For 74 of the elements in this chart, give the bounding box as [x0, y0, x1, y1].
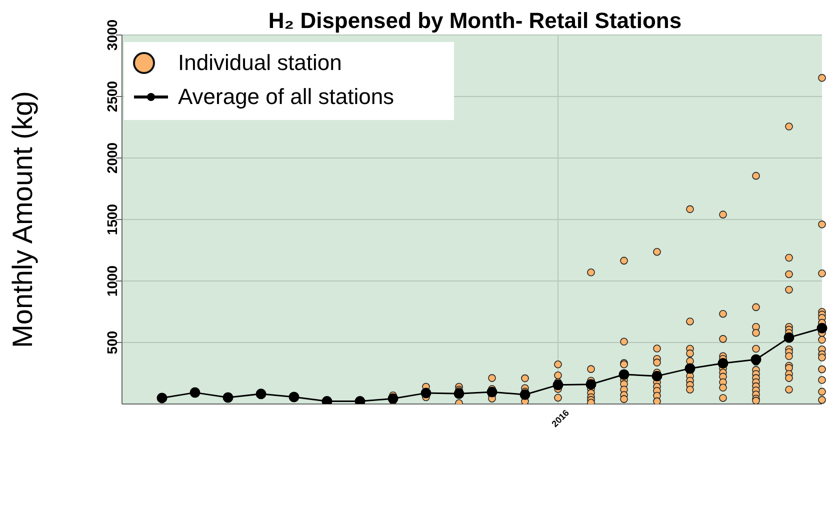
point — [818, 354, 826, 362]
point — [222, 392, 234, 403]
y-tick-label: 1000 — [104, 265, 120, 297]
point — [785, 286, 793, 294]
y-axis-title: Monthly Amount (kg) — [6, 91, 38, 348]
point — [653, 344, 661, 352]
point — [752, 329, 760, 337]
point — [719, 310, 727, 318]
point — [521, 374, 529, 382]
point — [784, 332, 794, 343]
point — [587, 365, 595, 373]
point — [818, 396, 826, 404]
point — [785, 374, 793, 382]
y-tick-label: 2000 — [104, 142, 120, 174]
point — [554, 360, 562, 368]
point — [718, 358, 728, 369]
point — [552, 380, 564, 390]
point — [486, 386, 498, 398]
point — [818, 269, 826, 278]
point — [322, 396, 332, 404]
point — [752, 172, 760, 180]
point — [488, 374, 496, 382]
point — [719, 394, 727, 402]
point — [686, 205, 694, 214]
point — [785, 122, 793, 130]
point — [785, 270, 793, 278]
point — [554, 371, 562, 380]
point — [653, 358, 661, 366]
point — [818, 220, 826, 228]
point — [420, 388, 432, 398]
point — [190, 387, 200, 398]
point — [354, 396, 366, 404]
point — [750, 354, 762, 365]
point — [719, 384, 727, 392]
point — [785, 352, 793, 360]
point — [620, 395, 628, 403]
point — [520, 389, 530, 400]
point — [719, 210, 727, 218]
point — [752, 303, 760, 312]
point — [818, 365, 826, 374]
y-tick-label: 2500 — [104, 80, 120, 112]
point — [785, 386, 793, 394]
y-tick-label: 1500 — [104, 204, 120, 236]
point — [684, 363, 696, 374]
point — [686, 386, 694, 394]
y-tick-label: 500 — [104, 330, 120, 354]
point — [719, 335, 727, 343]
point — [785, 254, 793, 262]
point — [554, 394, 562, 402]
chart-title: H₂ Dispensed by Month- Retail Stations — [268, 8, 682, 33]
point — [288, 392, 300, 402]
point — [587, 268, 595, 276]
point — [454, 388, 464, 399]
point — [818, 74, 826, 82]
point — [586, 379, 596, 390]
point — [653, 397, 661, 404]
point — [620, 338, 628, 346]
point — [156, 392, 168, 404]
point — [818, 336, 826, 344]
y-tick-label: 3000 — [104, 19, 120, 51]
point — [618, 369, 630, 380]
point — [818, 388, 826, 396]
point — [256, 388, 266, 400]
point — [388, 393, 398, 404]
point — [816, 322, 828, 334]
point — [620, 256, 628, 265]
point — [818, 376, 826, 384]
point — [652, 370, 662, 382]
point — [752, 344, 760, 353]
point — [686, 350, 694, 358]
point — [686, 318, 694, 326]
legend-label: Average of all stations — [178, 84, 394, 110]
point — [653, 248, 661, 256]
legend-label: Individual station — [178, 50, 342, 76]
